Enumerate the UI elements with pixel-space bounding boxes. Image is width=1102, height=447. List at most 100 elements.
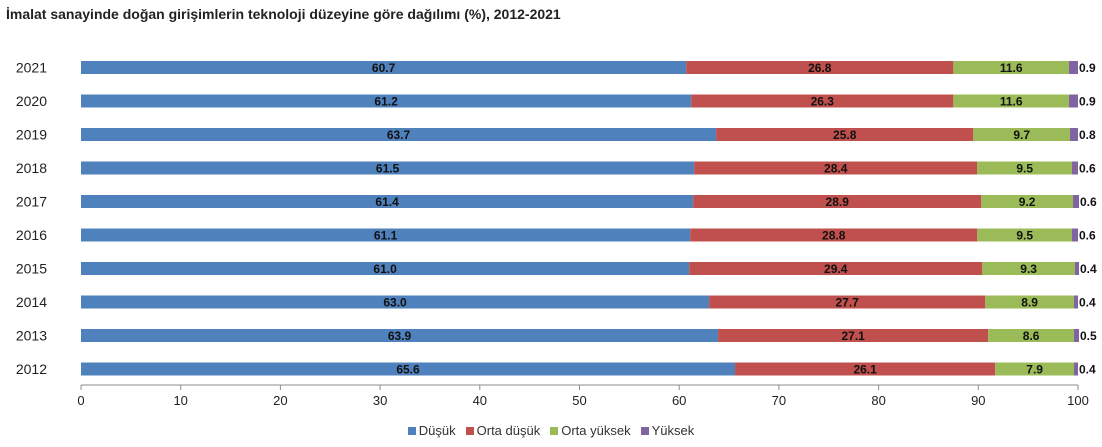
bar-segment (81, 128, 717, 141)
x-tick-label: 10 (173, 393, 187, 408)
x-tick-label: 30 (373, 393, 387, 408)
bar-segment (81, 61, 687, 74)
bar-segment (1074, 329, 1079, 342)
legend-swatch (465, 427, 474, 435)
data-label: 11.6 (1000, 61, 1023, 75)
bar-segment (81, 362, 736, 376)
bar-segment (689, 262, 983, 275)
chart-title: İmalat sanayinde doğan girişimlerin tekn… (6, 6, 561, 22)
data-label: 9.2 (1019, 195, 1036, 209)
bar-segment (1074, 362, 1078, 376)
x-tick-label: 100 (1067, 393, 1089, 408)
data-label: 9.3 (1020, 262, 1037, 276)
x-tick-label: 0 (77, 393, 84, 408)
bar-segment (1075, 262, 1079, 275)
data-label: 0.6 (1079, 162, 1096, 176)
x-tick-label: 70 (772, 393, 786, 408)
data-label: 0.9 (1079, 61, 1096, 75)
chart-legend: Düşük Orta düşük Orta yüksek Yüksek (0, 423, 1102, 438)
bar-segment (1070, 128, 1078, 141)
bar-segment (686, 61, 954, 74)
data-label: 11.6 (1000, 95, 1023, 109)
data-label: 9.5 (1016, 162, 1033, 176)
y-tick-label: 2018 (16, 160, 47, 176)
data-label: 61.1 (374, 229, 398, 243)
bar-segment (1072, 161, 1078, 175)
data-label: 28.9 (826, 195, 850, 209)
bar-segment (973, 128, 1071, 141)
bar-segment (982, 262, 1076, 275)
data-label: 28.4 (824, 162, 848, 176)
bar-segment (1073, 195, 1079, 208)
x-tick-label: 80 (871, 393, 885, 408)
y-tick-label: 2013 (16, 328, 47, 344)
legend-label: Yüksek (651, 423, 695, 438)
data-label: 27.1 (841, 329, 865, 343)
x-tick-label: 40 (473, 393, 487, 408)
data-label: 0.6 (1080, 195, 1097, 209)
data-label: 65.6 (396, 363, 420, 377)
data-label: 63.9 (388, 329, 412, 343)
x-tick-label: 90 (971, 393, 985, 408)
legend-swatch (407, 427, 416, 435)
bar-segment (988, 329, 1075, 342)
bar-segment (718, 329, 989, 342)
bar-segment (977, 228, 1073, 242)
data-label: 61.0 (373, 262, 397, 276)
bar-segment (953, 94, 1070, 108)
bar-segment (1069, 61, 1078, 74)
legend-swatch (550, 427, 559, 435)
bar-segment (995, 362, 1075, 376)
legend-label: Orta yüksek (561, 423, 631, 438)
y-tick-label: 2017 (16, 194, 47, 210)
bar-segment (691, 94, 954, 108)
data-label: 28.8 (822, 229, 846, 243)
bar-segment (1069, 94, 1078, 108)
bar-segment (735, 362, 996, 376)
legend-item: Orta düşük (465, 423, 541, 438)
data-label: 25.8 (833, 128, 857, 142)
bar-segment (953, 61, 1070, 74)
bar-segment (81, 228, 691, 242)
legend-swatch (640, 427, 649, 435)
data-label: 0.8 (1079, 128, 1096, 142)
data-label: 61.4 (375, 195, 399, 209)
y-tick-label: 2015 (16, 261, 47, 277)
data-label: 0.4 (1079, 363, 1096, 377)
y-tick-label: 2014 (16, 294, 47, 310)
bar-segment (694, 161, 978, 175)
bar-segment (1072, 228, 1078, 242)
data-label: 8.6 (1023, 329, 1040, 343)
data-label: 9.7 (1013, 128, 1030, 142)
bar-segment (81, 195, 694, 208)
data-label: 0.9 (1079, 95, 1096, 109)
legend-item: Düşük (407, 423, 456, 438)
data-label: 0.4 (1079, 296, 1096, 310)
y-tick-label: 2021 (16, 60, 47, 76)
data-label: 26.8 (808, 61, 832, 75)
data-label: 26.3 (811, 95, 835, 109)
data-label: 29.4 (824, 262, 848, 276)
data-label: 63.7 (387, 128, 411, 142)
legend-item: Orta yüksek (550, 423, 631, 438)
y-tick-label: 2019 (16, 127, 47, 143)
bar-segment (81, 161, 695, 175)
data-label: 63.0 (383, 296, 407, 310)
y-tick-label: 2020 (16, 93, 47, 109)
bar-segment (977, 161, 1073, 175)
bar-segment (716, 128, 974, 141)
y-tick-label: 2012 (16, 361, 47, 377)
bar-segment (985, 295, 1075, 309)
legend-label: Orta düşük (476, 423, 541, 438)
data-label: 0.5 (1080, 329, 1097, 343)
bar-segment (81, 94, 692, 108)
bar-segment (981, 195, 1074, 208)
bar-segment (693, 195, 982, 208)
x-tick-label: 50 (572, 393, 586, 408)
data-label: 61.2 (374, 95, 398, 109)
bar-segment (81, 262, 690, 275)
data-label: 26.1 (853, 363, 877, 377)
x-tick-label: 60 (672, 393, 686, 408)
